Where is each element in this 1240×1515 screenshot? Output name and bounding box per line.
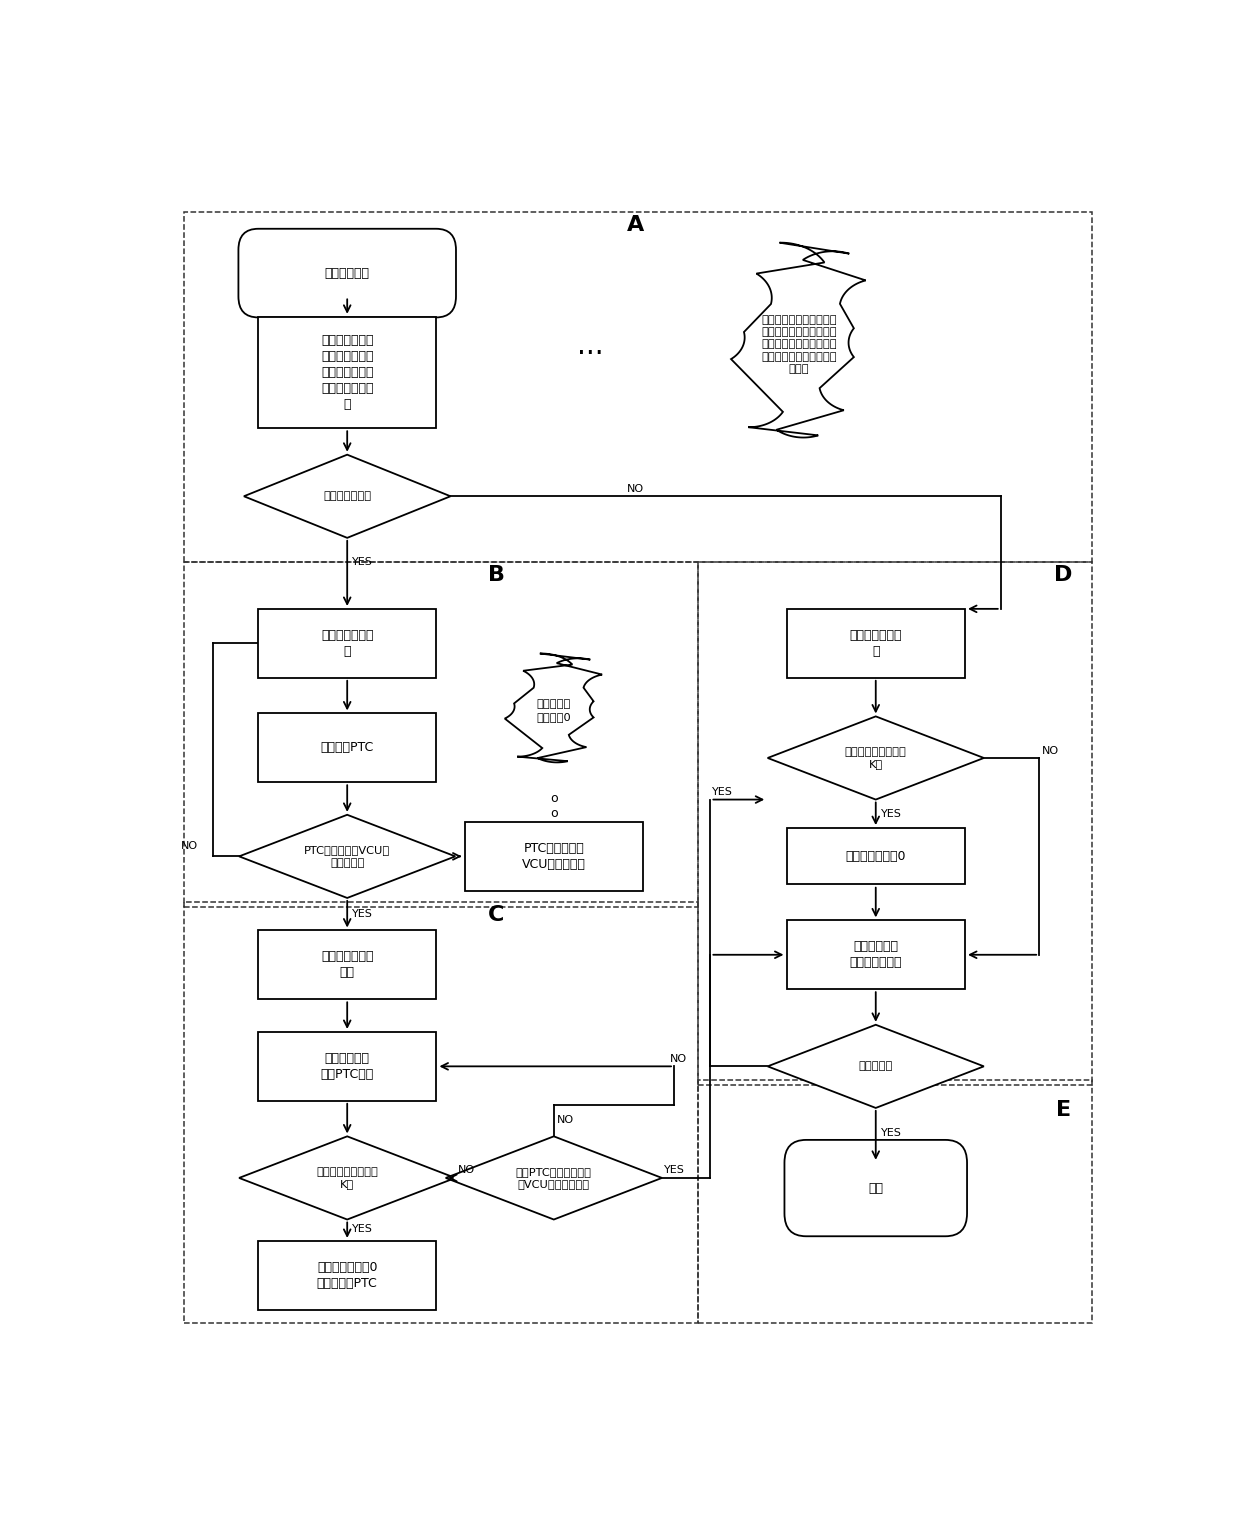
- Bar: [184, 901, 698, 1323]
- Bar: [698, 562, 1092, 1085]
- Text: 需求电流设置为0
并请求关闭PTC: 需求电流设置为0 并请求关闭PTC: [317, 1260, 377, 1289]
- Bar: [258, 317, 436, 429]
- Text: 结束: 结束: [868, 1182, 883, 1194]
- FancyBboxPatch shape: [238, 229, 456, 318]
- Text: 收到PTC停止加热请求
且VCU请求上高压？: 收到PTC停止加热请求 且VCU请求上高压？: [516, 1167, 591, 1189]
- Text: D: D: [1054, 565, 1073, 585]
- Text: o
o: o o: [551, 792, 558, 820]
- Text: PTC工作正常且VCU请
求下高压？: PTC工作正常且VCU请 求下高压？: [304, 845, 391, 868]
- Polygon shape: [768, 1024, 983, 1107]
- Text: YES: YES: [665, 1165, 686, 1174]
- Text: YES: YES: [880, 809, 901, 818]
- Bar: [258, 609, 436, 677]
- Text: PTC启动超时或
VCU下高压超时: PTC启动超时或 VCU下高压超时: [522, 842, 585, 871]
- Text: NO: NO: [181, 841, 198, 851]
- Polygon shape: [732, 242, 866, 438]
- Text: 充电桦恒流输
出，电池包充电: 充电桦恒流输 出，电池包充电: [849, 941, 901, 970]
- Text: 请求开启PTC: 请求开启PTC: [321, 741, 373, 754]
- Text: 电池管理系统与
充电桦配置完成
后，闭合主回路
与充电回路继电
器: 电池管理系统与 充电桦配置完成 后，闭合主回路 与充电回路继电 器: [321, 333, 373, 411]
- Text: ...: ...: [577, 332, 604, 361]
- Text: E: E: [1055, 1100, 1070, 1120]
- Text: 插枪开始充电: 插枪开始充电: [325, 267, 370, 280]
- Polygon shape: [505, 653, 603, 762]
- Text: 充电桦恒压输
出，PTC加热: 充电桦恒压输 出，PTC加热: [321, 1051, 373, 1080]
- Polygon shape: [239, 815, 455, 898]
- Bar: [787, 829, 965, 885]
- Text: YES: YES: [880, 1129, 901, 1138]
- Text: B: B: [487, 565, 505, 585]
- Text: A: A: [627, 215, 644, 235]
- Bar: [258, 1241, 436, 1310]
- Bar: [184, 562, 698, 907]
- Bar: [258, 930, 436, 1000]
- Text: YES: YES: [352, 909, 373, 920]
- Text: NO: NO: [671, 1054, 687, 1064]
- Text: NO: NO: [1042, 745, 1059, 756]
- Text: 电池包最低温度低于
K？: 电池包最低温度低于 K？: [844, 747, 906, 770]
- Polygon shape: [239, 1136, 455, 1220]
- Text: NO: NO: [627, 485, 644, 494]
- Text: 需求电流设置为0: 需求电流设置为0: [846, 850, 906, 864]
- Polygon shape: [244, 454, 450, 538]
- Text: 断开主正主负继
电器: 断开主正主负继 电器: [321, 950, 373, 979]
- Text: YES: YES: [352, 1224, 373, 1233]
- Text: 收到加热请求？: 收到加热请求？: [324, 491, 371, 501]
- Bar: [465, 821, 642, 891]
- Text: NO: NO: [458, 1165, 475, 1174]
- Polygon shape: [445, 1136, 662, 1220]
- FancyBboxPatch shape: [785, 1139, 967, 1236]
- Text: 此时请求电
流设置为0: 此时请求电 流设置为0: [537, 698, 572, 721]
- Text: NO: NO: [557, 1115, 574, 1126]
- Text: 设置恒压充电模
式: 设置恒压充电模 式: [321, 629, 373, 658]
- Text: 电池包最低温度达到
K？: 电池包最低温度达到 K？: [316, 1167, 378, 1189]
- Bar: [258, 714, 436, 782]
- Text: 设置恒流充电模
式: 设置恒流充电模 式: [849, 629, 901, 658]
- Bar: [258, 1032, 436, 1101]
- Bar: [184, 212, 1092, 562]
- Text: YES: YES: [352, 558, 373, 567]
- Text: YES: YES: [712, 788, 733, 797]
- Text: 充电结束？: 充电结束？: [858, 1062, 893, 1071]
- Text: 电池管理系统与充电桦进
行握手参数辨识、参数配
置，完成后，电池管理系
统闭合主回路与充电回路
继电器: 电池管理系统与充电桦进 行握手参数辨识、参数配 置，完成后，电池管理系 统闭合主…: [761, 315, 837, 374]
- Bar: [787, 920, 965, 989]
- Bar: [698, 1080, 1092, 1323]
- Polygon shape: [768, 717, 983, 800]
- Bar: [787, 609, 965, 677]
- Text: C: C: [489, 904, 505, 926]
